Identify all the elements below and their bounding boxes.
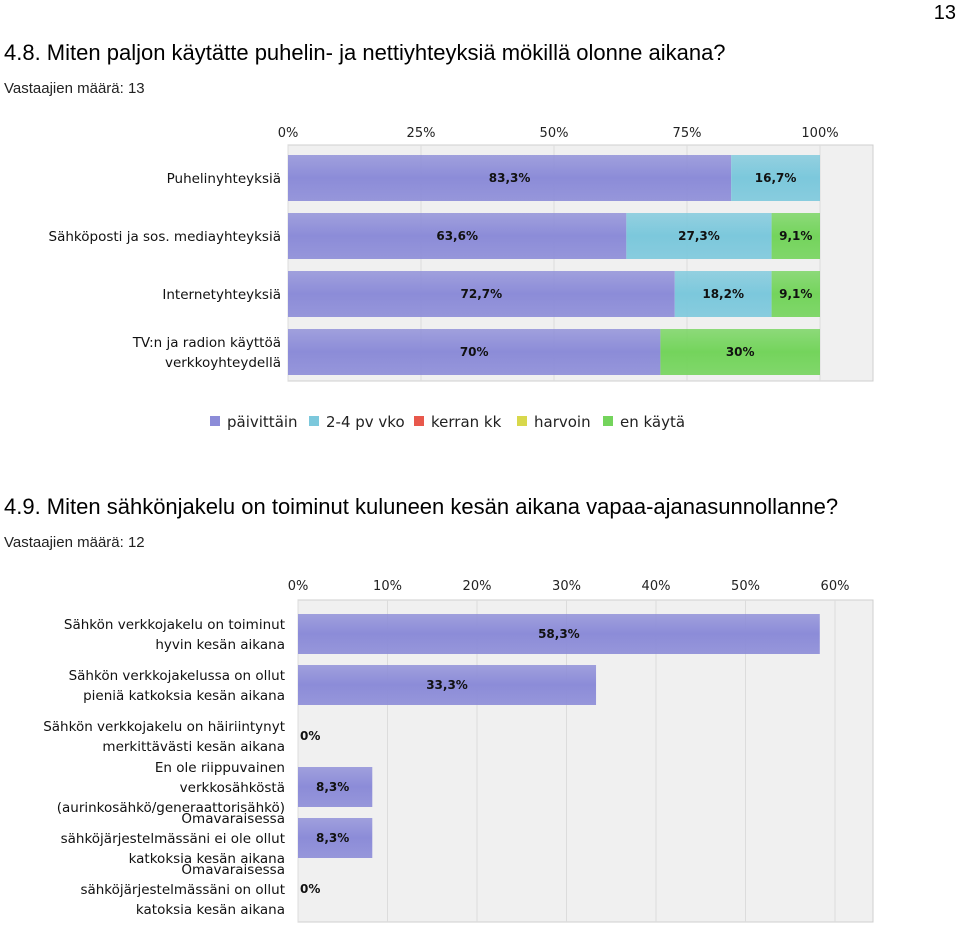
legend-swatch — [210, 416, 220, 426]
x-tick-label: 0% — [288, 579, 309, 594]
legend-label: päivittäin — [227, 413, 298, 431]
data-label: 8,3% — [316, 831, 349, 845]
category-label: Sähköposti ja sos. mediayhteyksiä — [49, 229, 281, 245]
bar-segment — [660, 329, 820, 375]
bar-segment — [288, 329, 661, 375]
data-label: 33,3% — [426, 678, 468, 692]
x-tick-label: 60% — [821, 579, 850, 594]
data-label: 8,3% — [316, 780, 349, 794]
category-label: TV:n ja radion käyttöä — [132, 335, 281, 351]
category-label: Puhelinyhteyksiä — [167, 171, 281, 187]
category-label: merkittävästi kesän aikana — [102, 739, 285, 755]
chart-electricity-distribution: 0% 10% 20% 30% 40% 50% 60% 58,3% Sähkön verkkoja… — [43, 579, 874, 923]
category-label: (aurinkosähkö/generaattorisähkö) — [57, 800, 285, 816]
data-label: 0% — [300, 882, 320, 896]
bar — [298, 614, 820, 654]
legend-label: en käytä — [620, 413, 685, 431]
x-tick-label: 40% — [642, 579, 671, 594]
legend-swatch — [603, 416, 613, 426]
legend-label: kerran kk — [431, 413, 502, 431]
x-tick-label: 75% — [673, 126, 702, 141]
data-label: 0% — [300, 729, 320, 743]
data-label: 83,3% — [489, 171, 531, 185]
category-label: pieniä katkoksia kesän aikana — [83, 688, 285, 704]
x-tick-label: 50% — [540, 126, 569, 141]
bar-segment — [674, 271, 772, 317]
legend-swatch — [309, 416, 319, 426]
data-label: 30% — [726, 345, 755, 359]
category-label: Sähkön verkkojakelu on toiminut — [64, 617, 285, 633]
x-tick-label: 50% — [731, 579, 760, 594]
legend-label: harvoin — [534, 413, 591, 431]
category-label: hyvin kesän aikana — [155, 637, 285, 653]
category-label: verkkosähköstä — [180, 780, 285, 796]
data-label: 9,1% — [779, 229, 812, 243]
q2-respondents: Vastaajien määrä: 12 — [4, 534, 145, 551]
category-label: katkoksia kesän aikana — [129, 851, 285, 867]
q2-title: 4.9. Miten sähkönjakelu on toiminut kulu… — [4, 494, 839, 519]
bar-segment — [626, 213, 772, 259]
category-label: verkkoyhteydellä — [165, 355, 281, 371]
category-label: Internetyhteyksiä — [162, 287, 281, 303]
data-label: 27,3% — [678, 229, 720, 243]
x-tick-label: 100% — [801, 126, 838, 141]
category-label: En ole riippuvainen — [155, 760, 285, 776]
page-number: 13 — [933, 2, 956, 24]
legend-swatch — [414, 416, 424, 426]
legend-label: 2-4 pv vko — [326, 413, 405, 431]
bar-segment — [771, 213, 820, 259]
bar-segment — [771, 271, 820, 317]
x-tick-label: 0% — [278, 126, 299, 141]
category-label: Omavaraisessa — [181, 811, 285, 827]
data-label: 72,7% — [461, 287, 503, 301]
x-tick-label: 25% — [407, 126, 436, 141]
chart-phone-internet-usage: 0% 25% 50% 75% 100% 83,3% 16,7% Puhelinyhteyksi… — [49, 126, 874, 431]
legend-swatch — [517, 416, 527, 426]
data-label: 9,1% — [779, 287, 812, 301]
category-label: Sähkön verkkojakelu on häiriintynyt — [43, 719, 285, 735]
category-label: Omavaraisessa — [181, 862, 285, 878]
q1-title: 4.8. Miten paljon käytätte puhelin- ja n… — [4, 40, 726, 65]
data-label: 63,6% — [436, 229, 478, 243]
category-label: katoksia kesän aikana — [136, 902, 285, 918]
data-label: 18,2% — [702, 287, 744, 301]
x-tick-label: 20% — [463, 579, 492, 594]
bar-segment — [288, 155, 732, 201]
data-label: 58,3% — [538, 627, 580, 641]
bar — [298, 767, 373, 807]
category-label: Sähkön verkkojakelussa on ollut — [69, 668, 285, 684]
category-label: sähköjärjestelmässäni on ollut — [80, 882, 285, 898]
bar-segment — [288, 271, 675, 317]
data-label: 70% — [460, 345, 489, 359]
x-tick-label: 30% — [552, 579, 581, 594]
bar-segment — [731, 155, 820, 201]
bar — [298, 665, 597, 705]
bar — [298, 818, 373, 858]
category-label: sähköjärjestelmässäni ei ole ollut — [61, 831, 285, 847]
q1-respondents: Vastaajien määrä: 13 — [4, 80, 145, 97]
bar-segment — [288, 213, 627, 259]
x-tick-label: 10% — [373, 579, 402, 594]
data-label: 16,7% — [755, 171, 797, 185]
